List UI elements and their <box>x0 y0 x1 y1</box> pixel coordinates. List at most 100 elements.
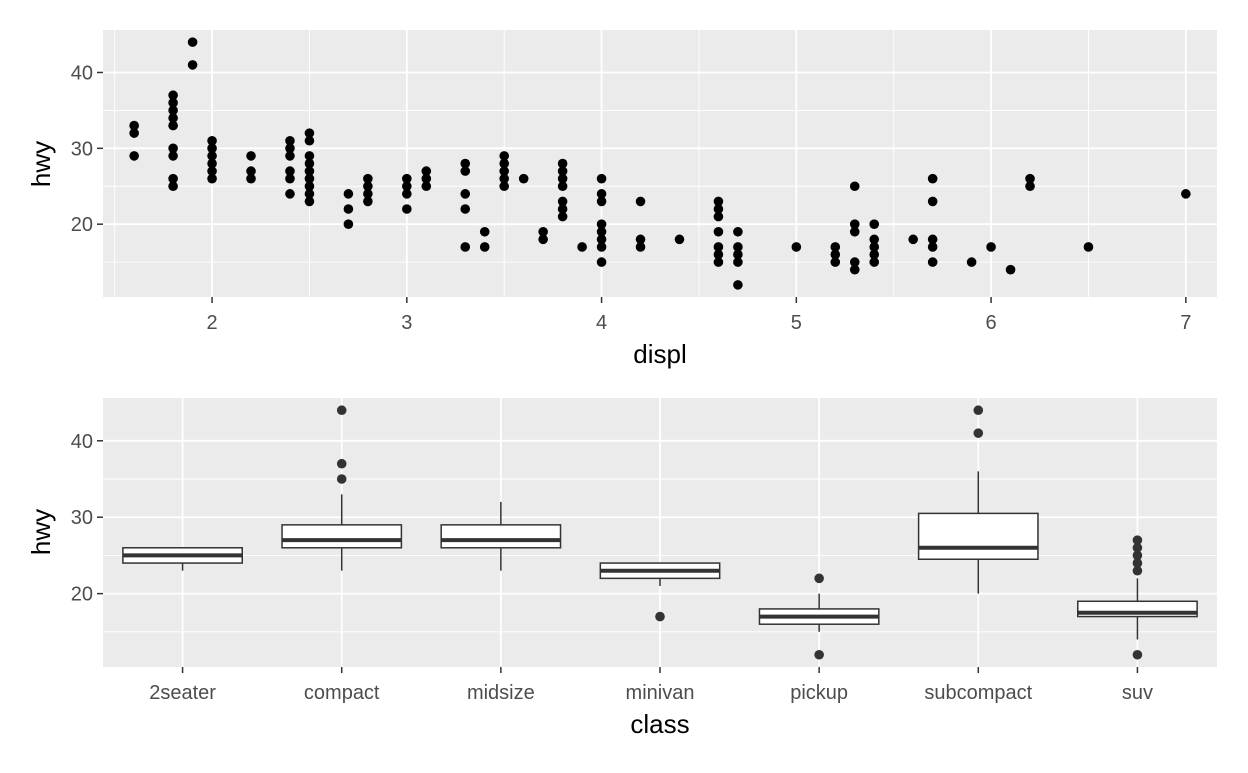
scatter-point <box>344 204 354 214</box>
scatter-point <box>714 227 724 237</box>
boxplot-y-tick-label: 40 <box>71 431 93 453</box>
box-iqr <box>441 525 560 548</box>
boxplot-y-axis-title: hwy <box>26 509 56 555</box>
scatter-x-tick-label: 4 <box>596 312 607 334</box>
scatter-point <box>597 242 607 252</box>
boxplot-x-tick-label: midsize <box>467 682 535 704</box>
scatter-point <box>480 242 490 252</box>
scatter-point <box>1006 265 1016 275</box>
scatter-point <box>636 197 646 207</box>
scatter-point <box>850 227 860 237</box>
scatter-point <box>519 174 529 184</box>
boxplot-x-tick-label: minivan <box>626 682 695 704</box>
scatter-plot-background <box>103 30 1217 297</box>
scatter-point <box>538 235 548 245</box>
scatter-point <box>830 257 840 267</box>
boxplot-x-axis-title: class <box>630 709 689 739</box>
scatter-x-axis-title: displ <box>633 339 686 369</box>
scatter-point <box>285 189 295 199</box>
scatter-point <box>558 212 568 222</box>
scatter-point <box>1181 189 1191 199</box>
scatter-point <box>129 151 139 161</box>
scatter-point <box>733 280 743 290</box>
scatter-point <box>636 242 646 252</box>
scatter-point <box>460 242 470 252</box>
scatter-panel: 2 3 4 5 6 7 20 30 40 <box>71 30 1217 334</box>
scatter-point <box>402 204 412 214</box>
box-outlier-point <box>814 574 824 584</box>
scatter-point <box>1084 242 1094 252</box>
scatter-point <box>168 151 178 161</box>
scatter-point <box>714 212 724 222</box>
scatter-point <box>168 181 178 191</box>
boxplot-y-tick-label: 30 <box>71 507 93 529</box>
scatter-point <box>869 257 879 267</box>
scatter-point <box>460 189 470 199</box>
box-outlier-point <box>337 405 347 415</box>
box-iqr <box>919 513 1038 559</box>
boxplot-x-tick-label: pickup <box>790 682 848 704</box>
scatter-point <box>733 257 743 267</box>
boxplot-x-tick-label: 2seater <box>149 682 216 704</box>
scatter-point <box>285 151 295 161</box>
scatter-point <box>246 151 256 161</box>
scatter-point <box>402 189 412 199</box>
scatter-point <box>460 204 470 214</box>
scatter-point <box>792 242 802 252</box>
boxplot-y-tick-label: 20 <box>71 584 93 606</box>
scatter-point <box>558 181 568 191</box>
boxplot-panel: 20 30 40 2seater compact midsize minivan pickup… <box>71 398 1217 704</box>
scatter-point <box>908 235 918 245</box>
scatter-point <box>850 265 860 275</box>
box-outlier-point <box>814 650 824 660</box>
scatter-point <box>344 189 354 199</box>
boxplot-x-tick-label: subcompact <box>924 682 1032 704</box>
scatter-point <box>714 257 724 267</box>
scatter-point <box>986 242 996 252</box>
scatter-point <box>188 60 198 70</box>
scatter-x-tick-label: 7 <box>1180 312 1191 334</box>
scatter-point <box>344 219 354 229</box>
scatter-point <box>499 181 509 191</box>
scatter-x-tick-label: 5 <box>791 312 802 334</box>
scatter-point <box>967 257 977 267</box>
scatter-y-tick-label: 30 <box>71 138 93 160</box>
scatter-point <box>460 166 470 176</box>
scatter-point <box>597 174 607 184</box>
scatter-point <box>246 174 256 184</box>
scatter-point <box>733 227 743 237</box>
scatter-point <box>675 235 685 245</box>
box-outlier-point <box>1133 650 1143 660</box>
scatter-point <box>1025 181 1035 191</box>
scatter-point <box>207 174 217 184</box>
scatter-y-tick-label: 20 <box>71 214 93 236</box>
scatter-point <box>129 128 139 138</box>
scatter-point <box>928 242 938 252</box>
scatter-point <box>168 121 178 131</box>
boxplot-x-tick-label: suv <box>1122 682 1153 704</box>
scatter-point <box>869 219 879 229</box>
scatter-point <box>305 136 315 146</box>
scatter-x-tick-label: 3 <box>401 312 412 334</box>
box-outlier-point <box>973 428 983 438</box>
scatter-point <box>285 174 295 184</box>
scatter-point <box>188 37 198 47</box>
scatter-point <box>850 181 860 191</box>
boxplot-x-tick-label: compact <box>304 682 380 704</box>
box-outlier-point <box>655 612 665 622</box>
box-outlier-point <box>973 405 983 415</box>
box-outlier-point <box>1133 566 1143 576</box>
box-iqr <box>282 525 401 548</box>
scatter-y-axis-title: hwy <box>26 141 56 187</box>
scatter-point <box>363 197 373 207</box>
scatter-point <box>305 197 315 207</box>
scatter-point <box>928 174 938 184</box>
scatter-point <box>421 181 431 191</box>
scatter-x-tick-label: 2 <box>207 312 218 334</box>
scatter-point <box>597 197 607 207</box>
scatter-point <box>928 197 938 207</box>
scatter-point <box>597 257 607 267</box>
box-outlier-point <box>337 459 347 469</box>
scatter-y-tick-label: 40 <box>71 62 93 84</box>
scatter-x-tick-label: 6 <box>986 312 997 334</box>
